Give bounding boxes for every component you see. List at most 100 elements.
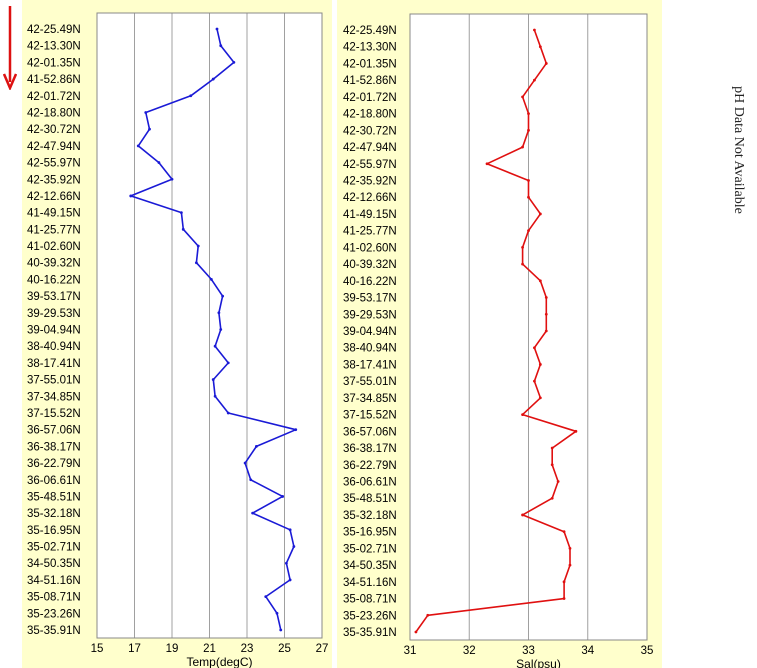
sal-category-label: 42-35.92N	[343, 176, 397, 188]
temp-category-label: 42-13.30N	[27, 41, 81, 53]
temp-category-label: 42-18.80N	[27, 107, 81, 119]
sal-data-point	[527, 229, 530, 233]
temp-category-label: 36-57.06N	[27, 425, 81, 437]
sal-data-point	[521, 513, 524, 517]
sal-category-label: 42-01.35N	[343, 58, 397, 70]
sal-category-label: 40-16.22N	[343, 276, 397, 288]
temp-data-point	[129, 194, 133, 198]
temp-x-tick-label: 17	[128, 643, 141, 655]
sal-data-point	[544, 62, 548, 65]
sal-data-point	[544, 296, 548, 299]
temp-data-point	[243, 461, 247, 465]
temp-category-label: 41-49.15N	[27, 208, 81, 220]
sal-data-point	[527, 128, 530, 132]
sal-data-point	[544, 312, 548, 316]
temp-data-point	[288, 578, 292, 582]
sal-category-label: 37-15.52N	[343, 410, 397, 422]
temp-category-label: 35-48.51N	[27, 491, 81, 503]
temp-data-point	[219, 44, 223, 48]
sal-data-point	[521, 245, 524, 249]
temp-data-point	[217, 311, 221, 315]
sal-data-point	[533, 28, 536, 32]
sal-category-label: 35-32.18N	[343, 510, 397, 522]
temp-category-label: 42-01.72N	[27, 91, 81, 103]
temp-data-point	[144, 111, 148, 114]
sal-data-point	[527, 195, 530, 199]
sal-x-tick-label: 32	[463, 645, 476, 657]
temp-category-label: 39-53.17N	[27, 291, 81, 303]
temp-category-label: 35-16.95N	[27, 525, 81, 537]
temp-data-point	[179, 211, 183, 215]
sal-data-point	[414, 630, 418, 634]
temp-data-point	[209, 278, 213, 281]
sal-category-label: 35-23.26N	[343, 610, 397, 622]
temp-data-point	[211, 378, 215, 381]
temp-data-point	[213, 394, 217, 398]
sal-data-point	[562, 580, 566, 584]
sal-category-label: 36-38.17N	[343, 443, 397, 455]
sal-x-axis-label: Sal(psu)	[516, 657, 561, 668]
sal-category-label: 41-49.15N	[343, 209, 397, 221]
sal-x-tick-label: 35	[641, 645, 654, 657]
sal-category-label: 42-30.72N	[343, 125, 397, 137]
sal-category-label: 34-51.16N	[343, 577, 397, 589]
sal-data-point	[521, 262, 524, 266]
temp-category-label: 42-47.94N	[27, 141, 81, 153]
ph-note-text: pH Data Not Available	[731, 86, 746, 214]
temp-data-point	[292, 545, 296, 548]
sal-category-label: 38-40.94N	[343, 343, 397, 355]
sal-category-label: 36-06.61N	[343, 477, 397, 489]
sal-data-point	[521, 95, 524, 99]
sal-data-point	[574, 429, 578, 433]
sal-category-label: 42-18.80N	[343, 109, 397, 121]
temp-data-point	[226, 361, 230, 365]
temp-category-label: 37-15.52N	[27, 408, 81, 420]
temp-category-label: 39-04.94N	[27, 325, 81, 337]
temp-data-point	[275, 611, 279, 615]
temp-data-point	[232, 60, 236, 64]
sal-data-point	[521, 413, 524, 417]
temp-data-point	[288, 528, 292, 532]
sal-category-label: 39-53.17N	[343, 293, 397, 305]
temp-category-label: 36-22.79N	[27, 458, 81, 470]
temp-category-label: 42-30.72N	[27, 124, 81, 136]
sal-category-label: 41-25.77N	[343, 226, 397, 238]
temp-data-point	[189, 94, 193, 98]
temp-category-label: 42-12.66N	[27, 191, 81, 203]
sal-category-label: 42-12.66N	[343, 192, 397, 204]
sal-data-point	[538, 279, 542, 283]
sal-category-label: 39-04.94N	[343, 326, 397, 338]
temp-category-label: 39-29.53N	[27, 308, 81, 320]
sal-data-point	[562, 530, 566, 534]
temp-x-tick-label: 23	[241, 643, 254, 655]
temp-data-point	[215, 27, 219, 31]
sal-category-label: 37-34.85N	[343, 393, 397, 405]
sal-data-point	[568, 563, 572, 567]
temp-data-point	[148, 127, 151, 131]
temp-category-label: 42-35.92N	[27, 174, 81, 186]
sal-plot-frame	[409, 13, 648, 641]
sal-data-point	[562, 597, 566, 600]
temp-x-tick-label: 19	[166, 643, 179, 655]
sal-x-tick-label: 33	[522, 645, 535, 657]
temp-category-label: 34-50.35N	[27, 558, 81, 570]
temp-category-label: 42-01.35N	[27, 57, 81, 69]
temp-category-label: 37-55.01N	[27, 375, 81, 387]
sal-data-point	[533, 346, 536, 350]
temp-x-tick-label: 25	[278, 643, 291, 655]
temp-data-point	[194, 261, 198, 265]
sal-category-label: 42-25.49N	[343, 25, 397, 37]
sal-category-label: 35-35.91N	[343, 627, 397, 639]
temp-data-point	[170, 177, 174, 181]
ph-note: pH Data Not Available	[720, 60, 756, 240]
sal-data-point	[550, 463, 554, 467]
temp-data-point	[196, 244, 200, 248]
temp-x-tick-label: 15	[91, 643, 104, 655]
sal-category-label: 42-47.94N	[343, 142, 397, 154]
temp-category-label: 38-40.94N	[27, 341, 81, 353]
temp-data-point	[213, 344, 217, 348]
temp-data-point	[294, 428, 298, 432]
sal-category-label: 42-55.97N	[343, 159, 397, 171]
sal-category-label: 38-17.41N	[343, 359, 397, 371]
